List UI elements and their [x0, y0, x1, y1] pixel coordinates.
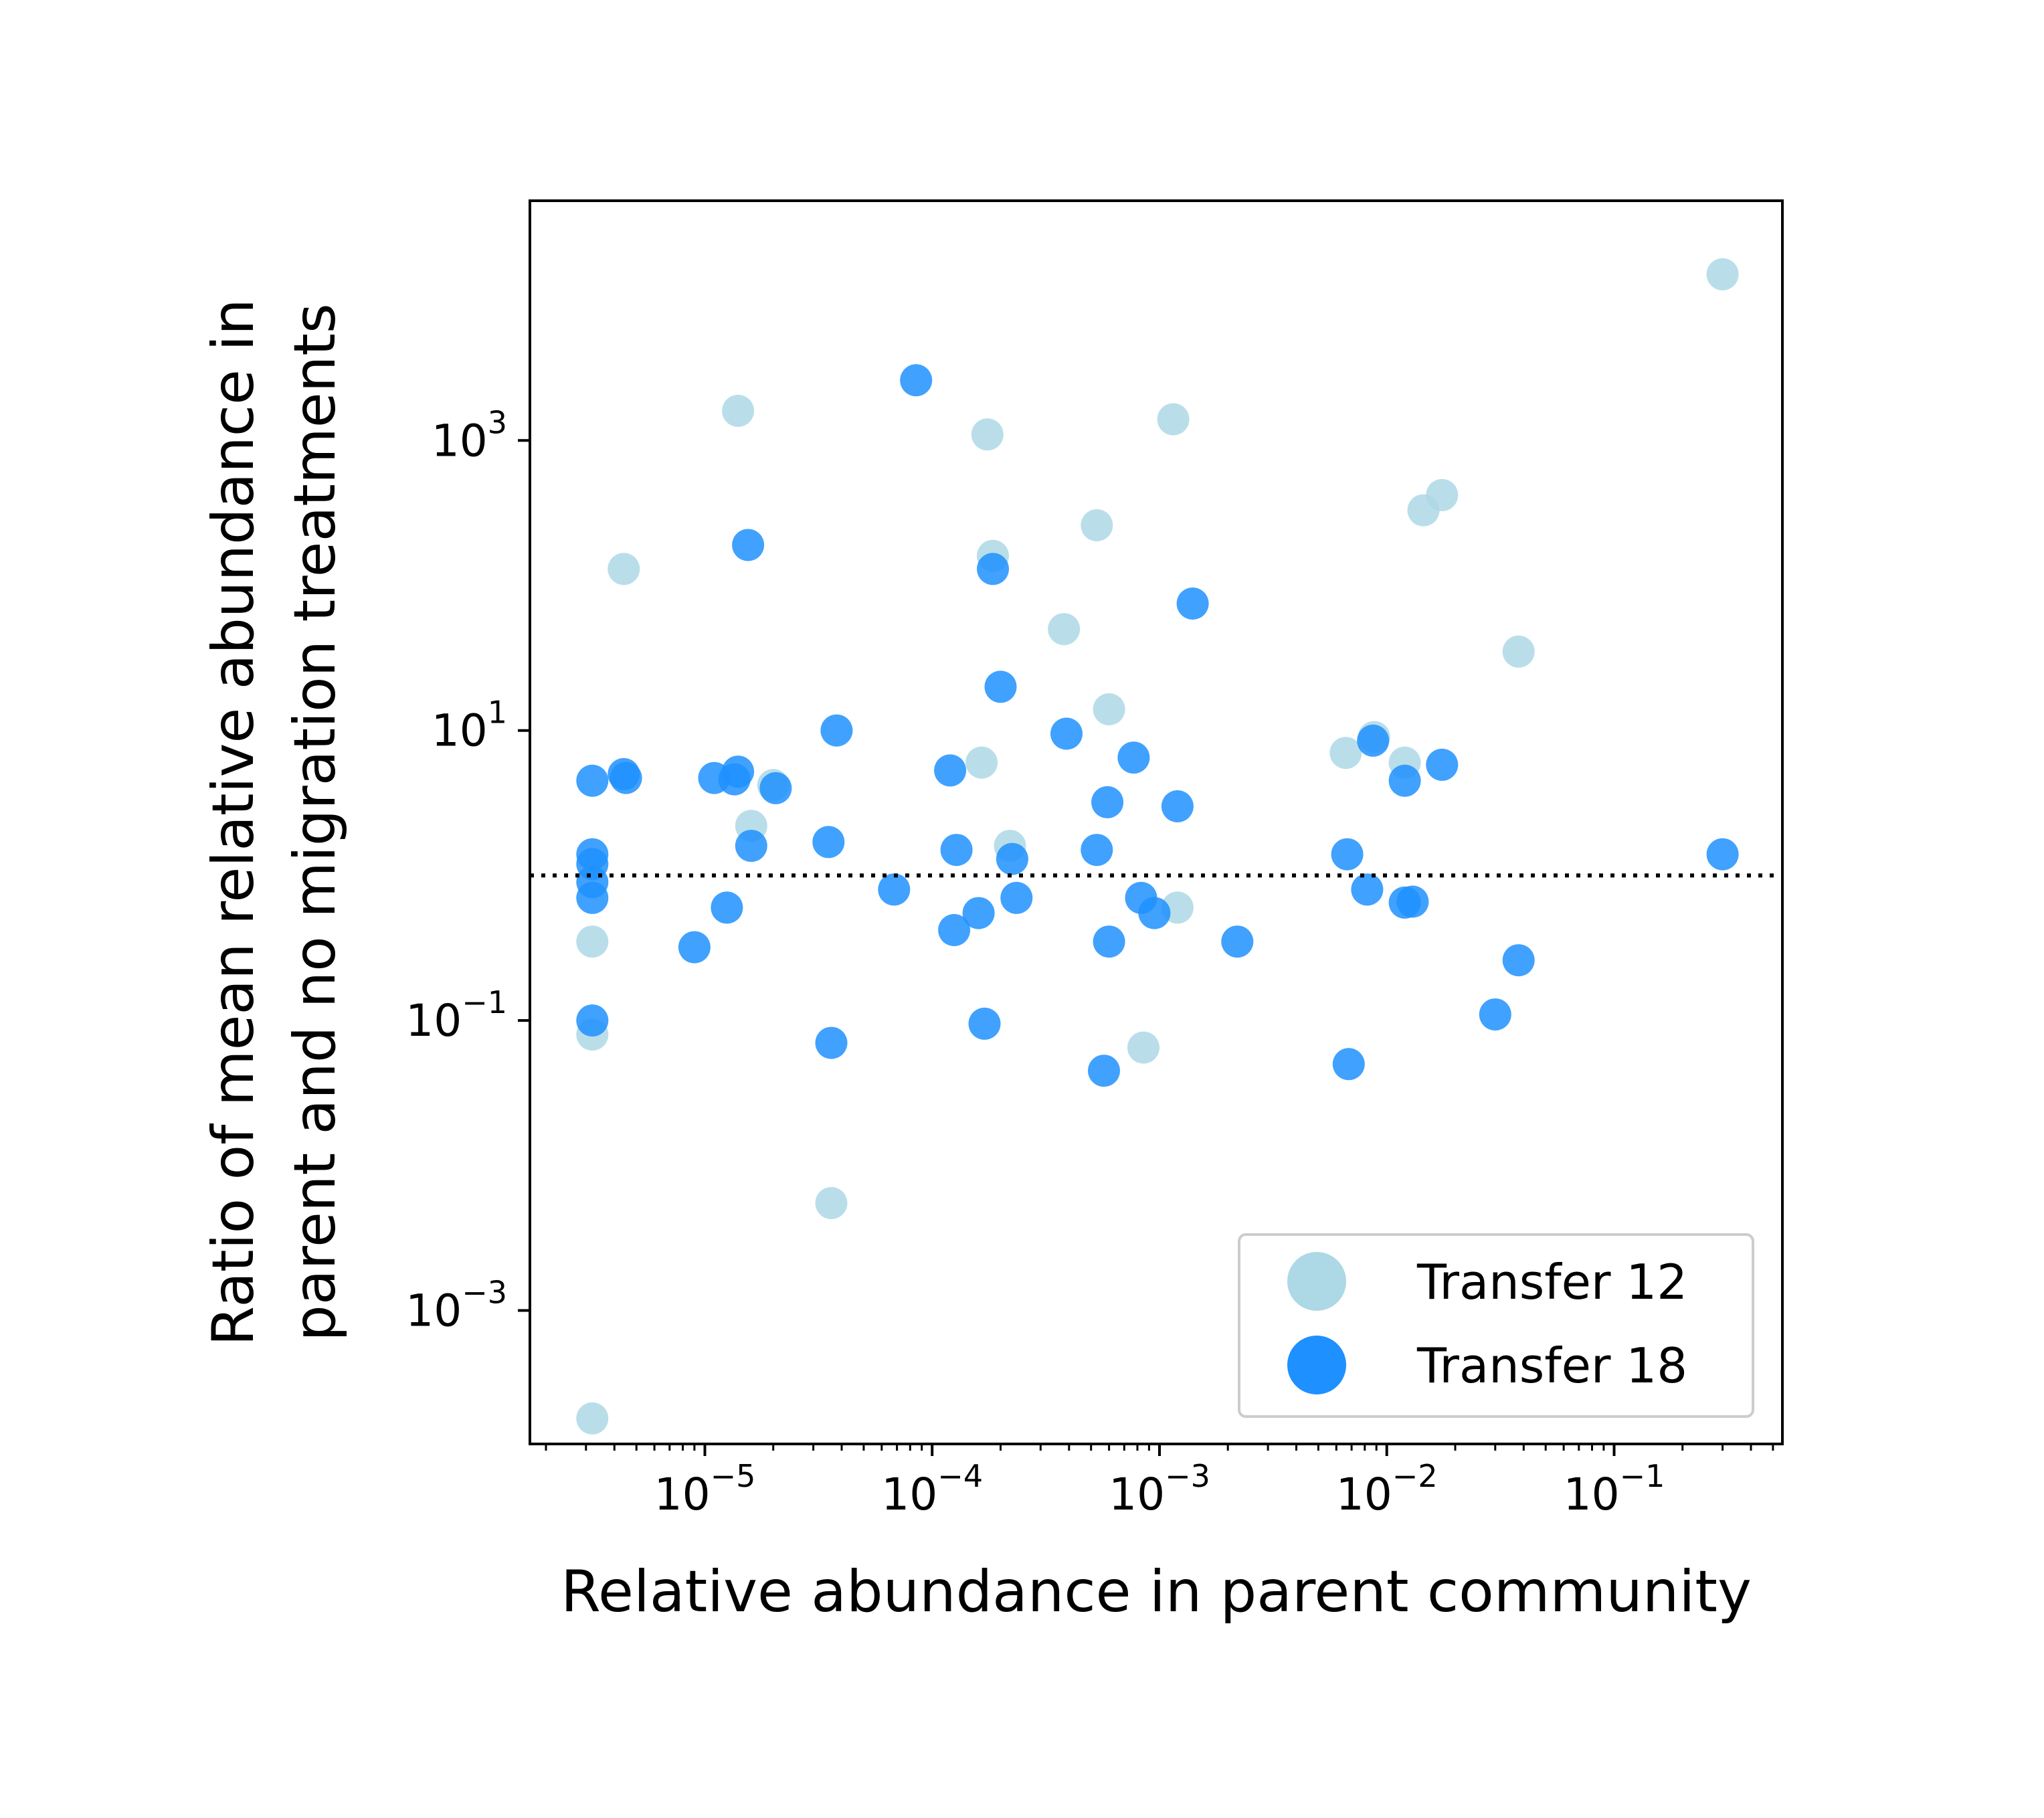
- x-tick-label: 10−5: [654, 1458, 756, 1520]
- plot-frame: [529, 199, 1784, 1445]
- point-transfer-12-24: [1706, 258, 1739, 290]
- point-transfer-18-34: [1093, 925, 1125, 958]
- legend-marker-transfer-12: [1287, 1252, 1346, 1311]
- y-axis-title-line-2: parent and no migration treatments: [282, 303, 349, 1341]
- point-transfer-18-44: [1357, 724, 1390, 757]
- point-transfer-18-49: [1479, 998, 1511, 1031]
- point-transfer-18-19: [878, 873, 911, 906]
- point-transfer-18-15: [759, 771, 792, 804]
- point-transfer-18-41: [1331, 838, 1364, 871]
- point-transfer-12-8: [965, 746, 998, 779]
- point-transfer-18-28: [996, 842, 1028, 875]
- point-transfer-12-16: [1157, 403, 1190, 436]
- point-transfer-18-8: [678, 931, 711, 964]
- point-transfer-12-15: [1127, 1031, 1159, 1064]
- legend: Transfer 12 Transfer 18: [1238, 1233, 1754, 1418]
- x-tick-label: 10−2: [1336, 1458, 1438, 1520]
- y-tick-label: 10−3: [405, 1275, 507, 1337]
- point-transfer-18-29: [1000, 881, 1033, 914]
- legend-label-transfer-12: Transfer 12: [1416, 1254, 1687, 1310]
- point-transfer-12-13: [1081, 509, 1113, 541]
- point-transfer-18-22: [938, 914, 971, 946]
- point-transfer-12-22: [1426, 478, 1459, 511]
- point-transfer-18-10: [711, 891, 743, 924]
- points-layer: [576, 258, 1739, 1435]
- point-transfer-18-4: [576, 881, 609, 914]
- point-transfer-18-31: [1081, 834, 1113, 867]
- point-transfer-18-5: [576, 1004, 609, 1037]
- legend-box: [1238, 1233, 1754, 1418]
- point-transfer-18-14: [735, 830, 767, 862]
- point-transfer-18-23: [940, 834, 973, 867]
- point-transfer-18-16: [812, 826, 845, 858]
- point-transfer-18-13: [732, 529, 765, 561]
- point-transfer-12-14: [1093, 693, 1125, 725]
- point-transfer-18-26: [977, 553, 1009, 585]
- point-transfer-12-7: [815, 1187, 848, 1219]
- point-transfer-12-18: [1329, 737, 1362, 769]
- point-transfer-12-9: [971, 418, 1004, 451]
- point-transfer-18-33: [1091, 786, 1124, 818]
- point-transfer-12-23: [1502, 635, 1535, 668]
- x-axis-title: Relative abundance in parent community: [561, 1558, 1752, 1625]
- point-transfer-18-17: [815, 1026, 848, 1059]
- y-axis-title: Ratio of mean relative abundance in pare…: [200, 298, 349, 1346]
- point-transfer-18-30: [1050, 717, 1083, 750]
- point-transfer-18-42: [1332, 1048, 1365, 1081]
- point-transfer-18-48: [1426, 748, 1459, 781]
- point-transfer-12-3: [608, 553, 640, 585]
- point-transfer-12-12: [1048, 613, 1081, 646]
- point-transfer-18-24: [962, 897, 995, 929]
- point-transfer-18-0: [576, 764, 609, 797]
- point-transfer-18-40: [1221, 925, 1254, 958]
- point-transfer-18-12: [722, 755, 755, 788]
- point-transfer-18-38: [1161, 790, 1194, 822]
- point-transfer-18-21: [934, 754, 967, 787]
- point-transfer-18-39: [1176, 587, 1209, 620]
- point-transfer-18-32: [1088, 1055, 1120, 1087]
- y-axis-title-line-1: Ratio of mean relative abundance in: [200, 298, 267, 1346]
- point-transfer-18-7: [610, 761, 642, 794]
- x-axis: 10−5 10−4 10−3 10−2 10−1: [545, 1444, 1774, 1520]
- legend-label-transfer-18: Transfer 18: [1416, 1338, 1687, 1394]
- legend-marker-transfer-18: [1287, 1336, 1346, 1394]
- point-transfer-18-50: [1502, 944, 1535, 977]
- point-transfer-12-2: [576, 925, 609, 958]
- point-transfer-12-0: [576, 1402, 609, 1435]
- point-transfer-18-18: [820, 714, 853, 747]
- point-transfer-18-47: [1396, 885, 1429, 918]
- point-transfer-12-4: [722, 395, 755, 427]
- point-transfer-18-51: [1706, 838, 1739, 871]
- point-transfer-18-35: [1117, 741, 1150, 774]
- point-transfer-18-27: [984, 670, 1017, 703]
- point-transfer-18-43: [1351, 873, 1384, 906]
- point-transfer-18-45: [1388, 764, 1421, 797]
- point-transfer-18-37: [1138, 897, 1171, 929]
- point-transfer-18-20: [900, 364, 933, 397]
- point-transfer-18-25: [968, 1007, 1001, 1040]
